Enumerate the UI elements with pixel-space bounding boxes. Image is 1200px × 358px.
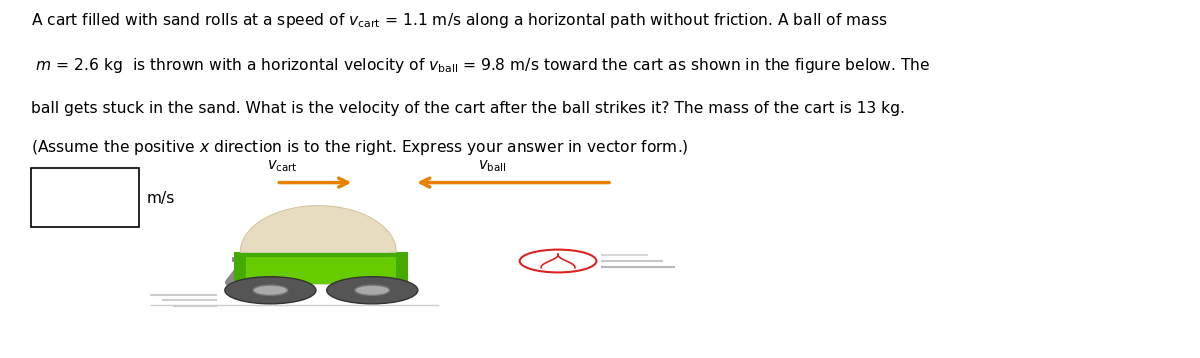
Text: (Assume the positive $x$ direction is to the right. Express your answer in vecto: (Assume the positive $x$ direction is to…	[31, 138, 689, 157]
Circle shape	[520, 250, 596, 272]
Circle shape	[326, 277, 418, 304]
Circle shape	[224, 277, 316, 304]
Text: $v_\mathrm{ball}$: $v_\mathrm{ball}$	[478, 159, 506, 174]
Circle shape	[253, 285, 288, 295]
Bar	[234, 252, 402, 284]
Text: ball gets stuck in the sand. What is the velocity of the cart after the ball str: ball gets stuck in the sand. What is the…	[31, 101, 905, 116]
Text: $v_\mathrm{cart}$: $v_\mathrm{cart}$	[268, 159, 298, 174]
Text: $m$ = 2.6 kg  is thrown with a horizontal velocity of $v_\mathrm{ball}$ = 9.8 m/: $m$ = 2.6 kg is thrown with a horizontal…	[31, 56, 930, 75]
Text: m/s: m/s	[146, 191, 175, 206]
Bar	[31, 168, 138, 227]
Circle shape	[355, 285, 390, 295]
Bar	[396, 252, 408, 284]
Text: A cart filled with sand rolls at a speed of $v_\mathrm{cart}$ = 1.1 m/s along a : A cart filled with sand rolls at a speed…	[31, 11, 887, 30]
Bar	[234, 252, 402, 257]
Bar	[234, 252, 246, 284]
Polygon shape	[240, 206, 396, 252]
